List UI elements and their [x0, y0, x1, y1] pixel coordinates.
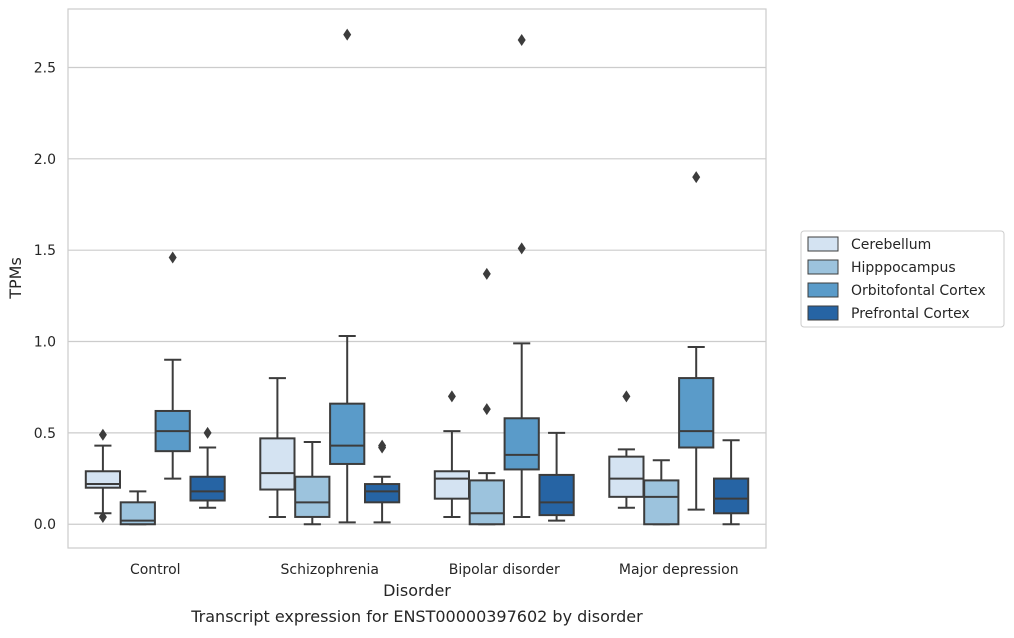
legend-label: Cerebellum	[851, 237, 931, 253]
box	[503, 417, 540, 471]
legend-frame	[800, 230, 1005, 328]
x-tick-label: Schizophrenia	[281, 562, 379, 578]
y-tick-label: 0.5	[34, 426, 56, 442]
box	[712, 477, 750, 515]
box-group	[643, 459, 680, 526]
box	[84, 470, 122, 489]
box	[189, 475, 226, 502]
legend: Cerebellum Hipppocampus Orbitofontal Corte…	[800, 230, 1005, 328]
box-group	[189, 426, 226, 509]
y-tick-label: 1.0	[34, 335, 56, 351]
box-group	[119, 490, 156, 526]
box	[259, 437, 296, 491]
box	[643, 479, 680, 526]
x-tick-label: Control	[130, 562, 181, 578]
y-tick-label: 1.5	[34, 243, 56, 259]
outlier-point	[517, 242, 526, 255]
legend-label: Hipppocampus	[851, 260, 956, 276]
y-tick-labels: 0.0 0.5 1.0 1.5 2.0 2.5	[34, 60, 56, 533]
outlier-point	[482, 403, 491, 416]
x-axis-label: Disorder	[383, 581, 451, 600]
box-group	[468, 267, 505, 526]
plot-area	[67, 8, 767, 549]
legend-swatch	[807, 259, 839, 275]
outlier-point	[378, 441, 387, 454]
box-group	[678, 171, 715, 511]
x-tick-label: Major depression	[619, 562, 739, 578]
x-tick-labels: Control Schizophrenia Bipolar disorder Majo…	[130, 562, 739, 578]
box	[608, 455, 645, 498]
box-group	[259, 377, 296, 518]
chart-title: Transcript expression for ENST0000039760…	[190, 607, 643, 626]
outlier-point	[168, 251, 177, 264]
outlier-point	[203, 426, 212, 439]
outlier-point	[98, 510, 107, 523]
box	[329, 402, 366, 465]
box-group	[84, 428, 122, 523]
y-tick-label: 0.0	[34, 517, 56, 533]
box	[433, 470, 471, 500]
outlier-point	[343, 28, 352, 41]
legend-swatch	[807, 236, 839, 252]
outlier-point	[692, 171, 701, 184]
x-tick-label: Bipolar disorder	[449, 562, 560, 578]
y-tick-label: 2.0	[34, 152, 56, 168]
box-group	[712, 439, 750, 526]
box-group	[294, 441, 331, 526]
box-group	[503, 34, 540, 518]
box	[678, 377, 715, 449]
box	[294, 475, 331, 518]
box-series	[84, 28, 750, 526]
box	[538, 473, 575, 517]
box	[468, 479, 505, 526]
box-group	[538, 431, 575, 522]
y-tick-label: 2.5	[34, 60, 56, 76]
box-group	[363, 439, 401, 524]
box	[363, 483, 401, 504]
box-group	[154, 251, 191, 480]
legend-label: Prefrontal Cortex	[851, 306, 970, 322]
outlier-point	[482, 267, 491, 280]
y-axis-label: TPMs	[6, 257, 25, 300]
box-group	[608, 390, 645, 509]
legend-label: Orbitofontal Cortex	[851, 283, 986, 299]
legend-swatch	[807, 305, 839, 321]
box	[119, 501, 156, 526]
legend-swatch	[807, 282, 839, 298]
box-group	[329, 28, 366, 524]
outlier-point	[98, 428, 107, 441]
outlier-point	[622, 390, 631, 403]
outlier-point	[447, 390, 456, 403]
outlier-point	[517, 34, 526, 47]
